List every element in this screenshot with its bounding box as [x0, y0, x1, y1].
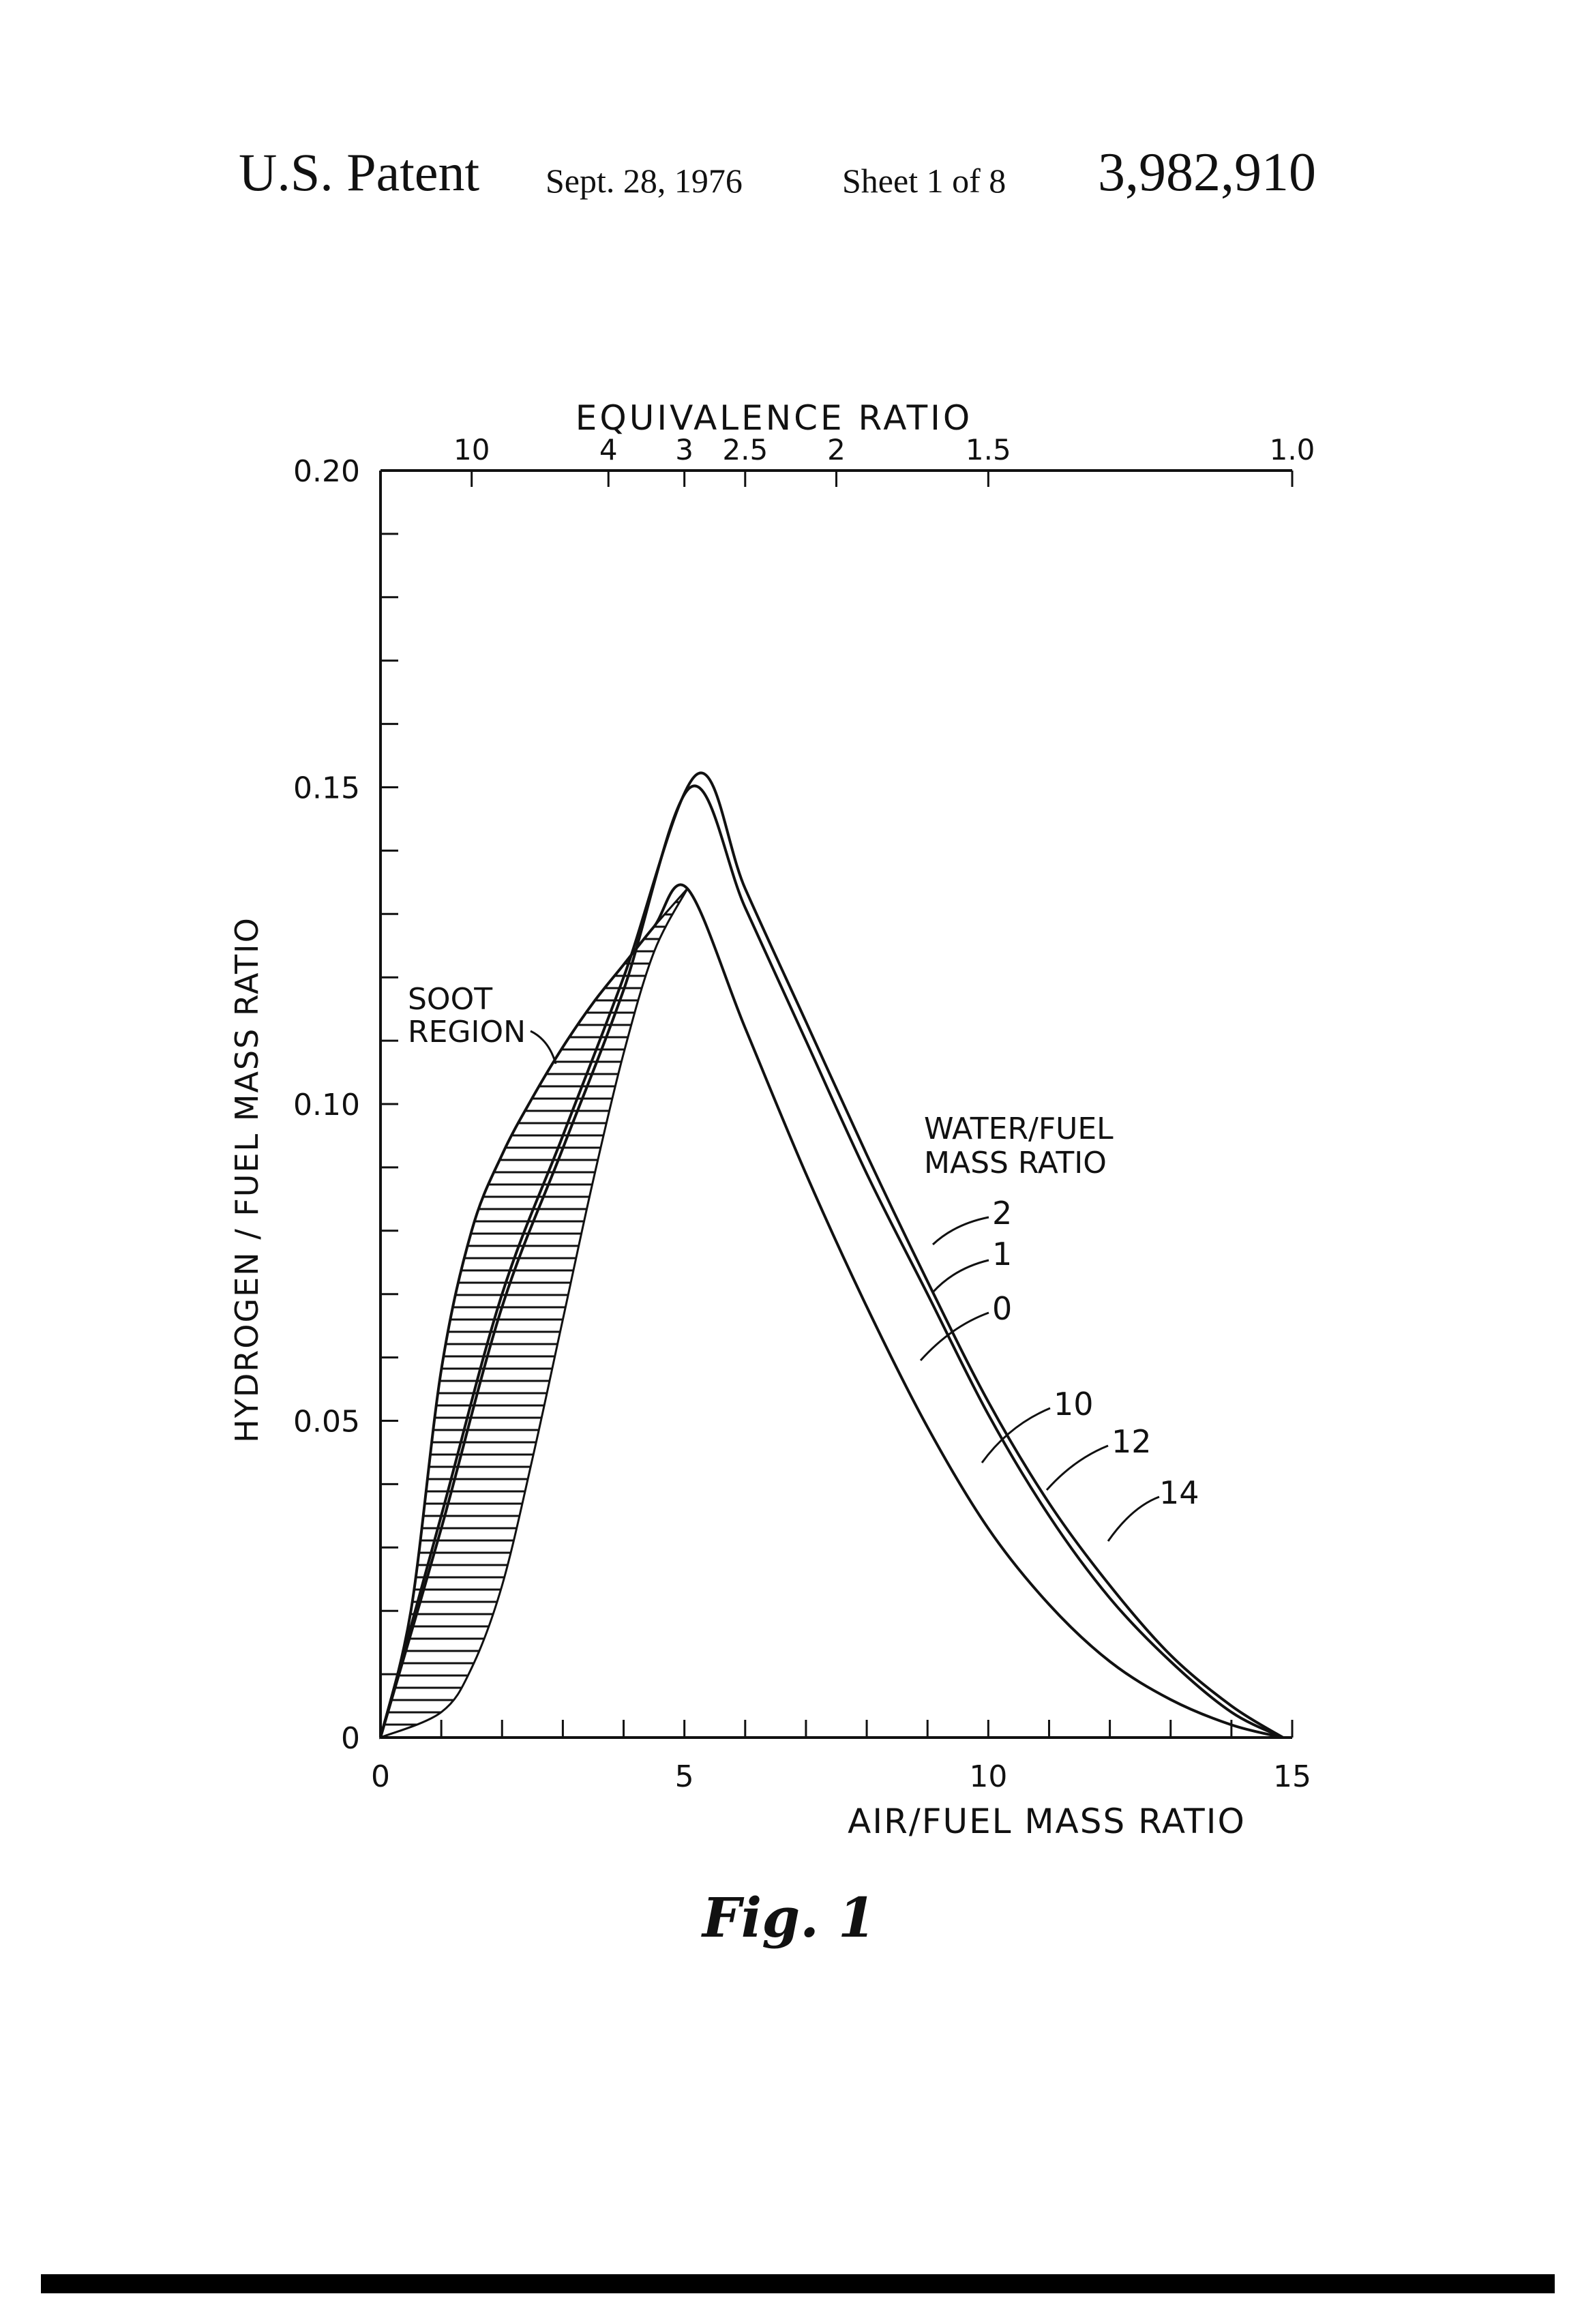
annotation-12: 12 — [1111, 1423, 1152, 1460]
series-line-2 — [380, 773, 1283, 1738]
annotation-leader-10 — [982, 1408, 1050, 1463]
soot-region-leader — [531, 1031, 556, 1064]
top-tick-label: 10 — [453, 433, 490, 466]
top-tick-label: 4 — [599, 433, 618, 466]
axes-group — [380, 471, 1292, 1738]
x-tick-label: 15 — [1273, 1759, 1311, 1794]
annotation-leader-14 — [1108, 1497, 1159, 1541]
series-leader-1 — [933, 1260, 989, 1292]
annotation-10: 10 — [1054, 1386, 1094, 1422]
y-axis-title: HYDROGEN / FUEL MASS RATIO — [228, 917, 265, 1443]
series-leader-2 — [933, 1217, 989, 1245]
top-tick-label: 2.5 — [722, 433, 768, 466]
y-tick-label: 0.15 — [293, 771, 360, 806]
x-tick-label: 10 — [969, 1759, 1007, 1794]
series-label-2: 2 — [992, 1195, 1012, 1232]
top-tick-label: 1.5 — [966, 433, 1011, 466]
x-tick-label: 0 — [371, 1759, 390, 1794]
bottom-rule — [41, 2274, 1555, 2293]
x-axis-title: AIR/FUEL MASS RATIO — [848, 1802, 1246, 1841]
figure-label: Fig. 1 — [701, 1886, 876, 1950]
series-group — [380, 773, 1283, 1738]
soot-region-label-line1: SOOT — [408, 982, 492, 1017]
x-tick-label: 5 — [675, 1759, 694, 1794]
y-tick-label: 0 — [341, 1721, 360, 1756]
series-group-label-line1: WATER/FUEL — [924, 1112, 1114, 1146]
annotation-leader-12 — [1047, 1446, 1108, 1490]
series-group-label-line2: MASS RATIO — [924, 1146, 1107, 1180]
annotation-14: 14 — [1159, 1474, 1199, 1511]
series-label-1: 1 — [992, 1236, 1012, 1272]
top-axis-title: EQUIVALENCE RATIO — [576, 398, 972, 438]
soot-region-label-line2: REGION — [408, 1015, 526, 1049]
top-tick-label: 1.0 — [1270, 433, 1315, 466]
top-tick-label: 3 — [675, 433, 693, 466]
y-tick-label: 0.05 — [293, 1405, 360, 1440]
top-tick-label: 2 — [827, 433, 846, 466]
y-tick-label: 0.10 — [293, 1088, 360, 1122]
series-label-0: 0 — [992, 1290, 1012, 1327]
y-tick-label: 0.20 — [293, 454, 360, 489]
